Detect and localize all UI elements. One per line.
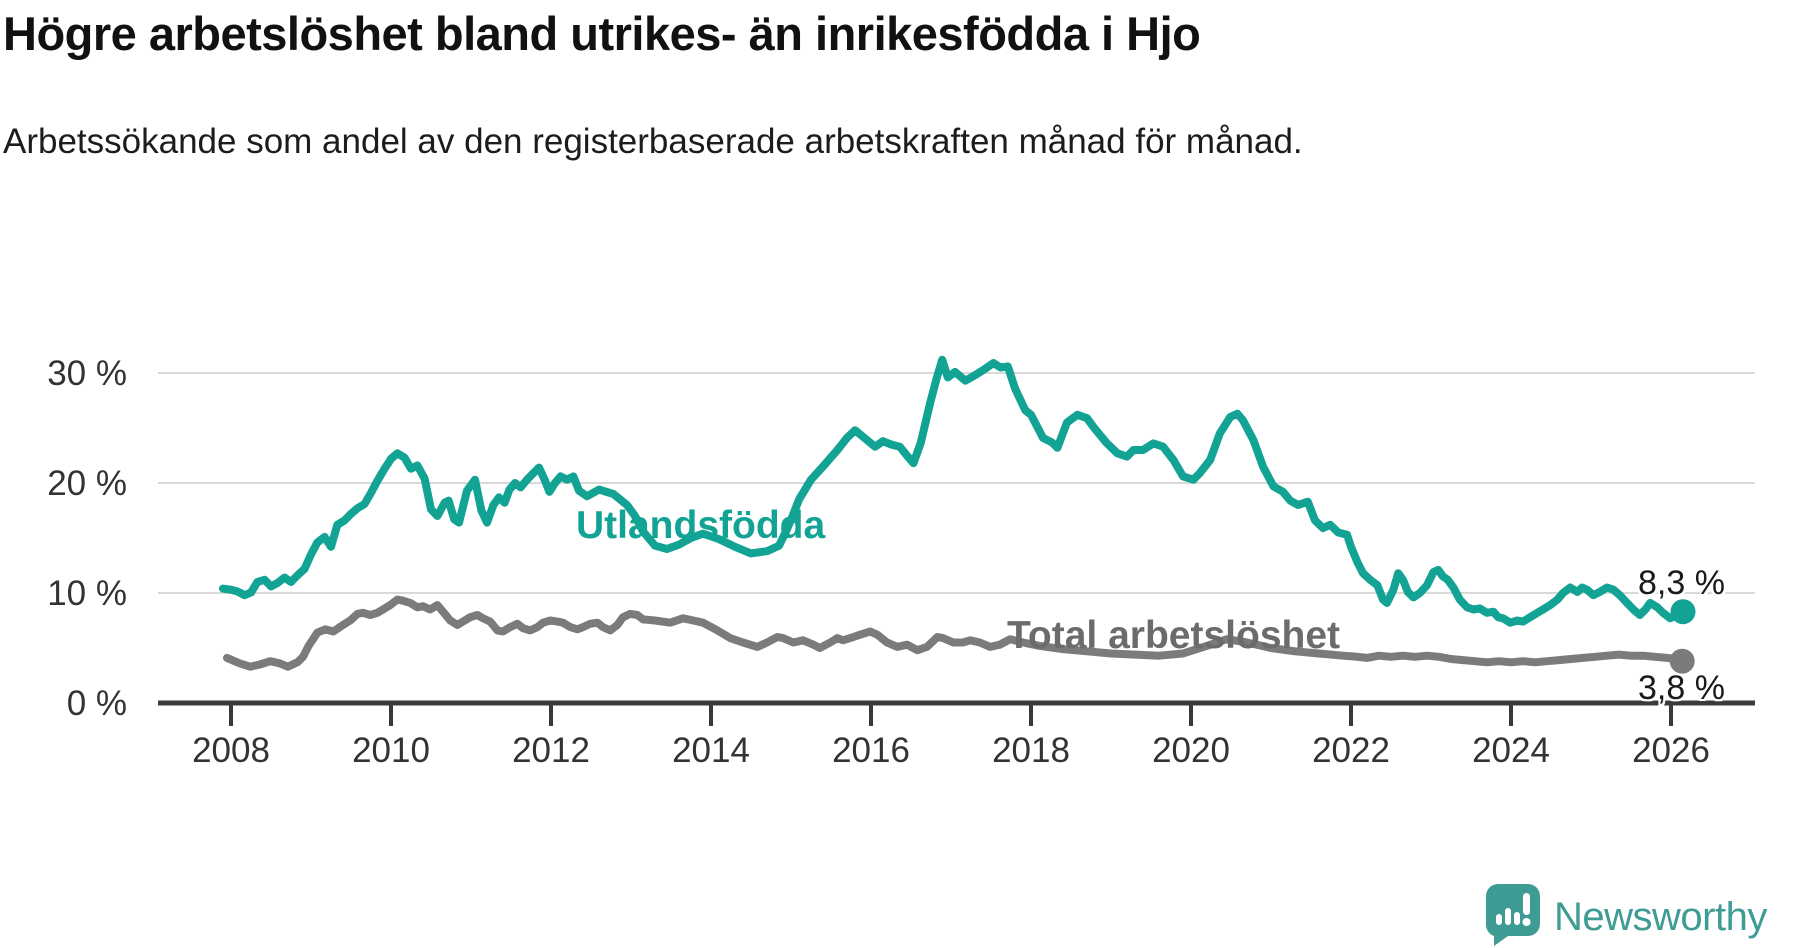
- y-tick-label: 10 %: [47, 574, 127, 613]
- x-tick-label-2014: 2014: [672, 731, 750, 770]
- series-label-total-arbetsloshet: Total arbetslöshet: [1007, 614, 1341, 657]
- x-tick-label-2016: 2016: [832, 731, 910, 770]
- y-tick-label: 20 %: [47, 464, 127, 503]
- series-line-utlandsfodda: [219, 355, 1687, 627]
- end-value-utlandsfodda: 8,3 %: [1638, 564, 1725, 602]
- series-label-utlandsfodda: Utlandsfödda: [576, 504, 826, 547]
- end-value-total-arbetsloshet: 3,8 %: [1638, 669, 1725, 707]
- x-tick-label-2026: 2026: [1632, 731, 1710, 770]
- y-tick-label: 0 %: [67, 684, 127, 723]
- newsworthy-speech-bubble-bar-chart-icon: [1486, 884, 1540, 948]
- newsworthy-logo[interactable]: Newsworthy: [1486, 884, 1767, 948]
- series-end-dot-utlandsfodda: [1670, 599, 1696, 625]
- newsworthy-wordmark: Newsworthy: [1554, 895, 1767, 939]
- series-end-dot-total-arbetsloshet: [1669, 648, 1695, 674]
- x-tick-label-2024: 2024: [1472, 731, 1550, 770]
- x-tick-label-2008: 2008: [192, 731, 270, 770]
- y-tick-label: 30 %: [47, 354, 127, 393]
- x-tick-label-2012: 2012: [512, 731, 590, 770]
- series-line-total-arbetsloshet: [223, 595, 1687, 671]
- x-tick-label-2020: 2020: [1152, 731, 1230, 770]
- x-tick-label-2018: 2018: [992, 731, 1070, 770]
- page-title: Högre arbetslöshet bland utrikes- än inr…: [3, 7, 1201, 60]
- x-tick-label-2022: 2022: [1312, 731, 1390, 770]
- chart-subtitle: Arbetssökande som andel av den registerb…: [3, 122, 1303, 161]
- x-tick-label-2010: 2010: [352, 731, 430, 770]
